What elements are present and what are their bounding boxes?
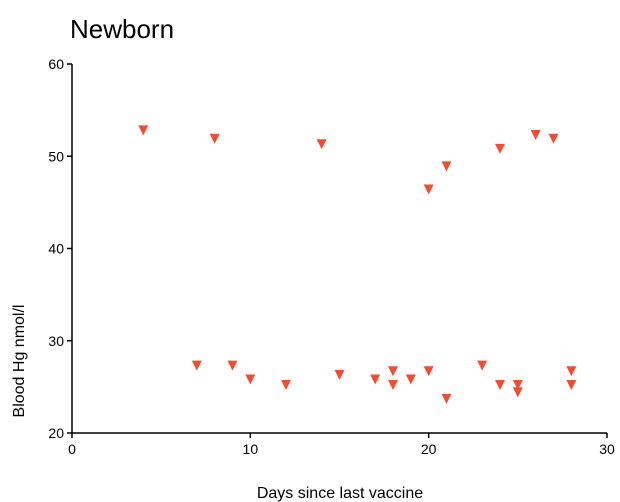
x-axis-label: Days since last vaccine <box>257 485 423 502</box>
x-tick-label: 0 <box>68 441 76 457</box>
data-point <box>530 130 541 141</box>
y-tick-label: 30 <box>48 333 64 349</box>
data-point <box>334 369 345 380</box>
data-points <box>138 125 577 404</box>
data-point <box>512 387 523 398</box>
data-point <box>566 380 577 391</box>
data-point <box>370 374 381 385</box>
data-point <box>441 393 452 404</box>
x-tick-label: 20 <box>421 441 437 457</box>
data-point <box>209 133 220 144</box>
x-tick-label: 30 <box>599 441 615 457</box>
data-point <box>191 360 202 371</box>
y-tick-label: 20 <box>48 425 64 441</box>
ticks: 0 10 20 30 20 30 40 50 60 <box>48 56 615 457</box>
data-point <box>423 366 434 377</box>
y-axis-label: Blood Hg nmol/l <box>11 305 28 418</box>
y-tick-label: 40 <box>48 241 64 257</box>
data-point <box>245 374 256 385</box>
data-point <box>441 161 452 172</box>
data-point <box>495 380 505 391</box>
data-point <box>281 380 291 391</box>
data-point <box>566 366 577 377</box>
data-point <box>405 374 416 385</box>
data-point <box>388 366 398 377</box>
data-point <box>512 380 523 391</box>
chart-title: Newborn <box>70 14 174 44</box>
y-tick-label: 50 <box>48 148 64 164</box>
x-tick-label: 10 <box>243 441 259 457</box>
y-tick-label: 60 <box>48 56 64 72</box>
data-point <box>548 133 559 144</box>
data-point <box>227 360 238 371</box>
data-point <box>138 125 149 136</box>
data-point <box>495 143 505 154</box>
data-point <box>388 380 398 391</box>
data-point <box>423 184 434 195</box>
data-point <box>477 360 488 371</box>
data-point <box>316 139 327 150</box>
